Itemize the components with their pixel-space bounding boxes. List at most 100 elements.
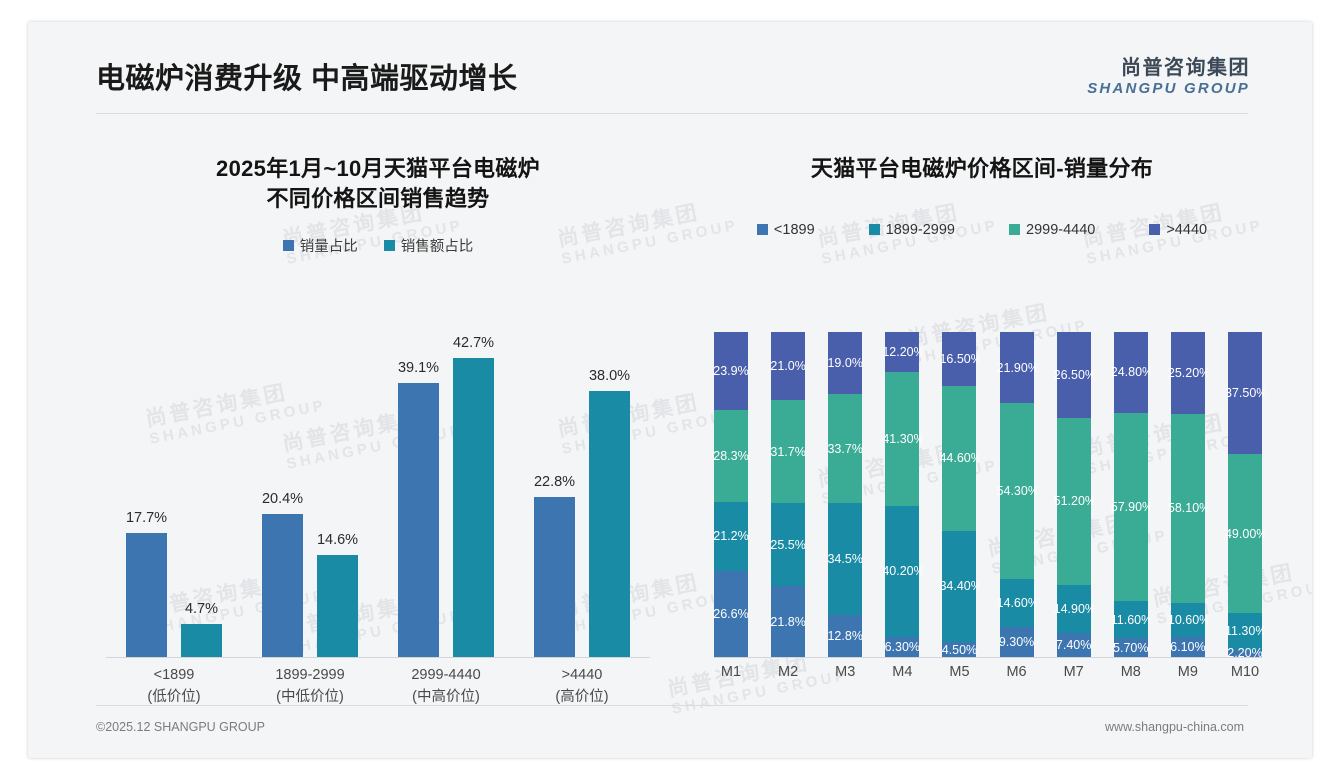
bar-2999-4440-series-1[interactable]: 42.7% xyxy=(453,335,494,657)
stacked-segment-M9-2[interactable]: 58.10% xyxy=(1168,413,1208,603)
bar-value-label: 4.7% xyxy=(184,601,219,618)
stacked-segment-M7-2[interactable]: 51.20% xyxy=(1054,418,1094,585)
slide-page: 电磁炉消费升级 中高端驱动增长 尚普咨询集团 SHANGPU GROUP 尚普咨… xyxy=(28,22,1312,758)
bar-group-<1899: 17.7% 4.7% xyxy=(106,328,242,657)
stacked-segment-M6-2[interactable]: 54.30% xyxy=(997,403,1037,580)
stacked-segment-M4-1[interactable]: 40.20% xyxy=(882,505,922,637)
stacked-segment-M3-2[interactable]: 33.7% xyxy=(827,393,863,504)
stacked-segment-value-label: 31.7% xyxy=(770,444,806,459)
bar-1899-2999-series-0[interactable]: 20.4% xyxy=(262,491,303,657)
stacked-segment-value-label: 9.30% xyxy=(998,634,1035,649)
stacked-bar-M3[interactable]: 19.0% 33.7% 34.5% 12.8% xyxy=(827,332,863,657)
x-axis-tick-M2: M2 xyxy=(778,664,799,680)
legend-label: 2999-4440 xyxy=(1026,221,1096,238)
stacked-segment-M4-3[interactable]: 12.20% xyxy=(882,332,922,372)
bar-<1899-series-1[interactable]: 4.7% xyxy=(181,601,222,657)
bar->4440-series-0[interactable]: 22.8% xyxy=(534,474,575,657)
stacked-segment-M10-3[interactable]: 37.50% xyxy=(1225,332,1265,454)
legend-item-3[interactable]: >4440 xyxy=(1149,222,1207,238)
stacked-segment-M4-2[interactable]: 41.30% xyxy=(882,371,922,506)
stacked-bar-M2[interactable]: 21.0% 31.7% 25.5% 21.8% xyxy=(770,332,806,657)
stacked-segment-M8-1[interactable]: 11.60% xyxy=(1110,600,1151,639)
stacked-segment-M9-1[interactable]: 10.60% xyxy=(1167,602,1208,638)
legend-label: 1899-2999 xyxy=(885,221,955,238)
brand-logo: 尚普咨询集团 SHANGPU GROUP xyxy=(1087,58,1250,96)
chart-title-right: 天猫平台电磁炉价格区间-销量分布 xyxy=(810,156,1154,181)
stacked-segment-value-label: 24.80% xyxy=(1110,365,1151,380)
stacked-segment-M5-2[interactable]: 44.60% xyxy=(939,385,979,531)
stacked-segment-M9-0[interactable]: 6.10% xyxy=(1170,637,1206,657)
legend-item-1[interactable]: 1899-2999 xyxy=(868,221,955,238)
footer-divider xyxy=(96,705,1248,706)
stacked-segment-M7-1[interactable]: 14.90% xyxy=(1054,584,1094,633)
stacked-segment-M2-1[interactable]: 25.5% xyxy=(770,503,806,587)
x-axis-tick-M10: M10 xyxy=(1230,664,1260,680)
x-axis-tick-label: >4440 xyxy=(561,667,603,683)
stacked-segment-M8-3[interactable]: 24.80% xyxy=(1110,332,1151,413)
stacked-segment-value-label: 26.6% xyxy=(713,606,749,621)
footer-website: www.shangpu-china.com xyxy=(1105,720,1244,734)
stacked-bar-M1[interactable]: 23.9% 28.3% 21.2% 26.6% xyxy=(713,332,749,657)
stacked-segment-M5-0[interactable]: 4.50% xyxy=(941,642,978,657)
stacked-bar-M8[interactable]: 24.80% 57.90% 11.60% 5.70% xyxy=(1110,332,1151,657)
stacked-segment-value-label: 7.40% xyxy=(1055,637,1092,652)
stacked-segment-M3-3[interactable]: 19.0% xyxy=(827,332,863,394)
stacked-segment-M10-1[interactable]: 11.30% xyxy=(1224,613,1265,650)
bar->4440-series-1[interactable]: 38.0% xyxy=(589,368,630,657)
stacked-segment-value-label: 4.50% xyxy=(941,642,978,657)
stacked-segment-value-label: 11.30% xyxy=(1224,624,1265,639)
stacked-segment-value-label: 10.60% xyxy=(1167,612,1208,627)
stacked-segment-M8-0[interactable]: 5.70% xyxy=(1113,638,1148,657)
legend-swatch-icon xyxy=(282,240,294,252)
grouped-bar-plot-area: 17.7% 4.7% 20.4% 14.6% 39.1% 42.7% 22.8% 38.0% xyxy=(106,328,650,658)
stacked-segment-M3-1[interactable]: 34.5% xyxy=(827,503,863,616)
stacked-bar-M5[interactable]: 16.50% 44.60% 34.40% 4.50% xyxy=(939,332,979,657)
stacked-bar-M4[interactable]: 12.20% 41.30% 40.20% 6.30% xyxy=(882,332,922,657)
stacked-segment-value-label: 11.60% xyxy=(1110,612,1151,627)
stacked-bar-M6[interactable]: 21.90% 54.30% 14.60% 9.30% xyxy=(997,332,1037,657)
stacked-segment-M6-1[interactable]: 14.60% xyxy=(997,579,1037,627)
stacked-bar-M9[interactable]: 25.20% 58.10% 10.60% 6.10% xyxy=(1167,332,1208,657)
stacked-segment-M2-0[interactable]: 21.8% xyxy=(770,586,806,657)
stacked-segment-M7-3[interactable]: 26.50% xyxy=(1054,332,1094,419)
stacked-segment-value-label: 23.9% xyxy=(713,363,749,378)
x-axis-tick-sublabel: (中高价位) xyxy=(412,689,480,706)
stacked-segment-M2-2[interactable]: 31.7% xyxy=(770,400,806,504)
x-axis-tick-2999-4440: 2999-4440 (中高价位) xyxy=(378,664,514,709)
stacked-segment-M2-3[interactable]: 21.0% xyxy=(770,332,806,401)
stacked-segment-M8-2[interactable]: 57.90% xyxy=(1111,412,1151,601)
stacked-segment-M1-3[interactable]: 23.9% xyxy=(713,332,749,410)
stacked-segment-value-label: 28.3% xyxy=(713,448,749,463)
chart-panel-monthly-share: 天猫平台电磁炉价格区间-销量分布 <1899 1899-2999 2999-4440… xyxy=(692,128,1272,708)
stacked-segment-value-label: 12.8% xyxy=(827,629,863,644)
bar-value-label: 38.0% xyxy=(588,368,631,384)
grouped-bar-chart: 17.7% 4.7% 20.4% 14.6% 39.1% 42.7% 22.8% 38.0% xyxy=(106,328,650,658)
stacked-bar-M10[interactable]: 37.50% 49.00% 11.30% 2.20% xyxy=(1224,332,1265,660)
stacked-segment-M9-3[interactable]: 25.20% xyxy=(1168,332,1208,414)
stacked-segment-M6-0[interactable]: 9.30% xyxy=(998,626,1035,657)
stacked-segment-M4-0[interactable]: 6.30% xyxy=(885,636,920,657)
legend-item-2[interactable]: 2999-4440 xyxy=(1009,222,1095,238)
x-axis-tick-M3: M3 xyxy=(835,664,856,680)
stacked-segment-M10-0[interactable]: 2.20% xyxy=(1227,646,1262,660)
stacked-segment-M6-3[interactable]: 21.90% xyxy=(997,332,1037,404)
stacked-segment-M1-1[interactable]: 21.2% xyxy=(713,501,749,571)
stacked-segment-M1-0[interactable]: 26.6% xyxy=(713,570,749,657)
bar-group-1899-2999: 20.4% 14.6% xyxy=(242,328,378,657)
bar-1899-2999-series-1[interactable]: 14.6% xyxy=(317,532,358,657)
stacked-segment-M3-0[interactable]: 12.8% xyxy=(827,615,863,657)
stacked-segment-M5-3[interactable]: 16.50% xyxy=(939,332,979,386)
legend-item-0[interactable]: 销量占比 xyxy=(282,235,358,256)
bar-<1899-series-0[interactable]: 17.7% xyxy=(126,510,167,657)
stacked-segment-M5-1[interactable]: 34.40% xyxy=(939,530,979,643)
bar-2999-4440-series-0[interactable]: 39.1% xyxy=(398,360,439,657)
stacked-bar-plot-area: 23.9% 28.3% 21.2% 26.6% 21.0% 31.7% 25.5% 21.8%… xyxy=(713,332,1265,660)
stacked-segment-M7-0[interactable]: 7.40% xyxy=(1055,632,1092,657)
stacked-bar-M7[interactable]: 26.50% 51.20% 14.90% 7.40% xyxy=(1054,332,1094,657)
legend-item-1[interactable]: 销售额占比 xyxy=(383,235,473,256)
legend-item-0[interactable]: <1899 xyxy=(756,222,815,238)
stacked-segment-M1-2[interactable]: 28.3% xyxy=(713,409,749,502)
x-axis-tick-label: 2999-4440 xyxy=(411,667,481,683)
stacked-segment-M10-2[interactable]: 49.00% xyxy=(1225,453,1265,614)
slide-header: 电磁炉消费升级 中高端驱动增长 尚普咨询集团 SHANGPU GROUP xyxy=(28,22,1312,118)
